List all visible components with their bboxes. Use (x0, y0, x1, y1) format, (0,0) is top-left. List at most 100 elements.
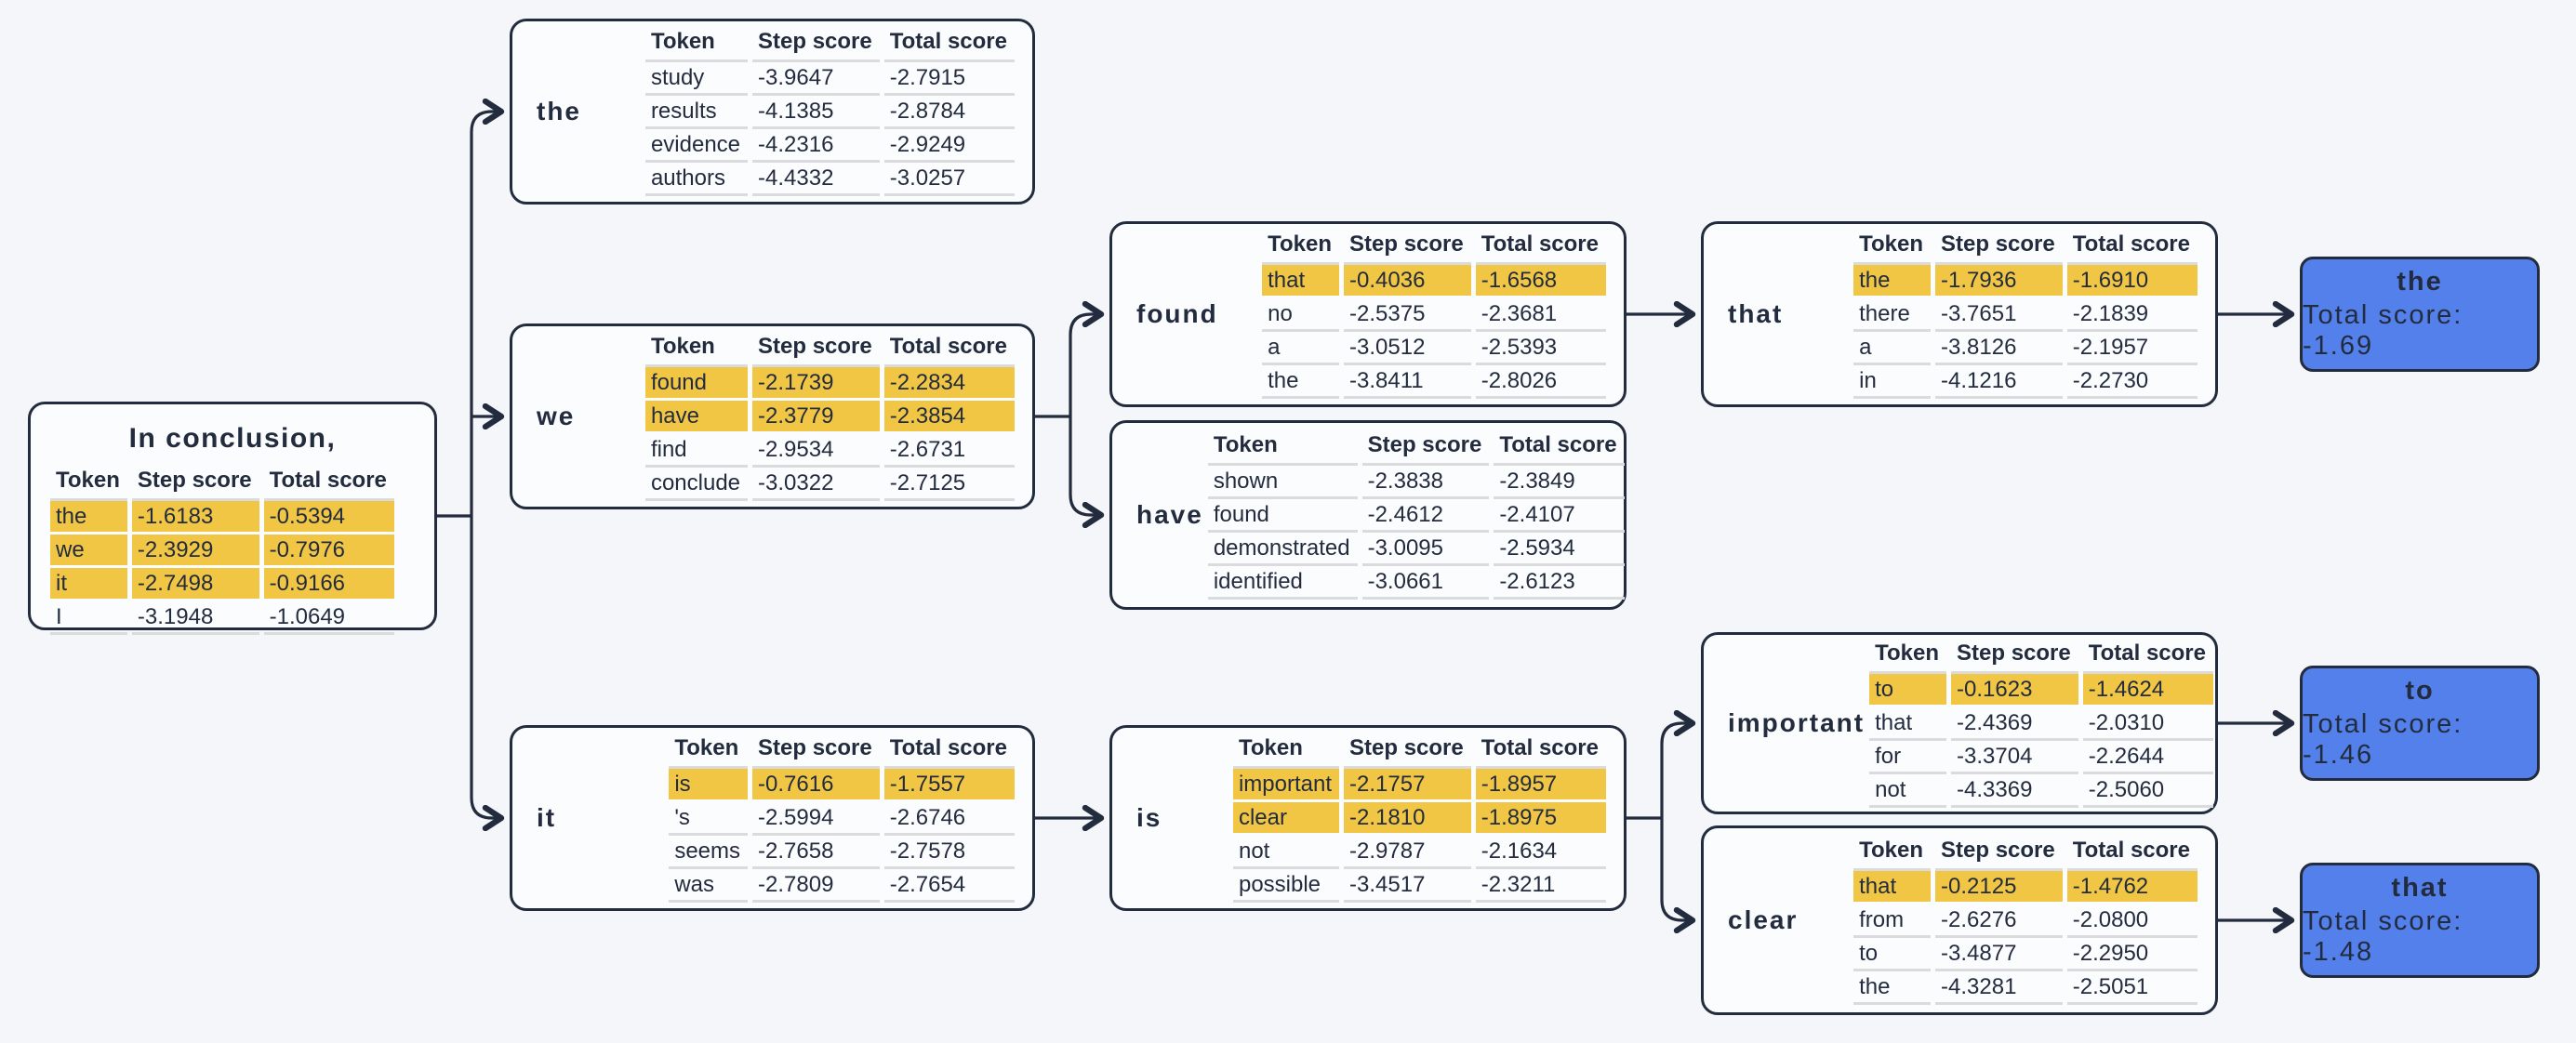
root-prompt: In conclusion, (128, 423, 337, 454)
beam-node-we[interactable]: we Token Step score Total score found -2.173… (510, 323, 1035, 509)
node-token-label: found (1136, 299, 1218, 328)
column-header: Token (644, 27, 749, 62)
node-token-label: have (1136, 500, 1203, 529)
candidate-row: find -2.9534 -2.6731 (644, 434, 1015, 468)
column-header: Step score (1935, 836, 2063, 871)
candidate-row: from -2.6276 -2.0800 (1853, 904, 2198, 938)
token-cell: the (50, 501, 127, 535)
node-token-label: clear (1728, 905, 1799, 934)
total-score-cell: -2.7654 (883, 869, 1015, 903)
token-cell: conclude (644, 468, 749, 501)
candidate-row: for -3.3704 -2.2644 (1869, 741, 2213, 774)
beam-node-found[interactable]: found Token Step score Total score that -0.4… (1109, 221, 1627, 407)
beam-node-clear[interactable]: clear Token Step score Total score that -0.2… (1701, 825, 2218, 1015)
total-score-cell: -2.2644 (2082, 741, 2213, 774)
step-score-cell: -2.7809 (752, 869, 880, 903)
node-token-label: we (537, 402, 576, 430)
step-score-cell: -3.1948 (131, 601, 259, 635)
candidate-row: to -0.1623 -1.4624 (1869, 674, 2213, 707)
step-score-cell: -2.1739 (752, 367, 880, 401)
candidates-table: Token Step score Total score the -1.6183 -0.5… (46, 466, 399, 635)
step-score-cell: -2.1810 (1344, 802, 1471, 836)
column-header: Step score (131, 466, 259, 501)
step-score-cell: -3.0512 (1344, 332, 1471, 365)
candidate-row: a -3.8126 -2.1957 (1853, 332, 2198, 365)
column-header: Token (644, 332, 749, 367)
candidate-row: identified -3.0661 -2.6123 (1207, 566, 1625, 600)
total-score-cell: -2.5060 (2082, 774, 2213, 808)
beam-node-is[interactable]: is Token Step score Total score important -2… (1109, 725, 1627, 911)
total-score-cell: -2.1839 (2066, 298, 2198, 332)
token-cell: that (1853, 871, 1932, 904)
connector-edge (470, 112, 500, 516)
connector-edge (1660, 818, 1692, 920)
token-cell: it (50, 568, 127, 601)
beam-node-have[interactable]: have Token Step score Total score shown -2.3… (1109, 420, 1627, 610)
total-score-cell: -2.5934 (1494, 533, 1625, 566)
token-cell: for (1869, 741, 1947, 774)
beam-node-that[interactable]: that Token Step score Total score the -1.793… (1701, 221, 2218, 407)
table-header-row: Token Step score Total score (644, 27, 1015, 62)
column-header: Step score (1344, 230, 1471, 265)
candidate-row: I -3.1948 -1.0649 (50, 601, 394, 635)
step-score-cell: -2.5375 (1344, 298, 1471, 332)
candidate-row: study -3.9647 -2.7915 (644, 62, 1015, 96)
total-score-cell: -2.1957 (2066, 332, 2198, 365)
table-header-row: Token Step score Total score (1207, 430, 1625, 466)
total-score-cell: -2.2834 (883, 367, 1015, 401)
total-score-cell: -2.7578 (883, 836, 1015, 869)
terminal-node-to[interactable]: to Total score: -1.46 (2300, 666, 2540, 781)
terminal-total-score: Total score: -1.69 (2303, 300, 2463, 361)
root-node[interactable]: In conclusion, Token Step score Total scor… (28, 402, 437, 635)
terminal-node-that[interactable]: that Total score: -1.48 (2300, 863, 2540, 978)
candidate-row: in -4.1216 -2.2730 (1853, 365, 2198, 399)
total-score-cell: -2.1634 (1475, 836, 1606, 869)
token-cell: we (50, 535, 127, 568)
total-score-cell: -2.6731 (883, 434, 1015, 468)
node-token-label: that (1728, 299, 1784, 328)
token-cell: the (1853, 971, 1932, 1005)
candidates-table: Token Step score Total score shown -2.3838 -2… (1203, 430, 1629, 600)
beam-node-it[interactable]: it Token Step score Total score is -0.7616 -1… (510, 725, 1035, 911)
terminal-node-the[interactable]: the Total score: -1.69 (2300, 257, 2540, 372)
candidate-row: to -3.4877 -2.2950 (1853, 938, 2198, 971)
step-score-cell: -3.0095 (1361, 533, 1490, 566)
step-score-cell: -3.0661 (1361, 566, 1490, 600)
candidates-table: Token Step score Total score is -0.7616 -1.75… (664, 733, 1019, 903)
total-score-cell: -2.4107 (1494, 499, 1625, 533)
candidate-row: shown -2.3838 -2.3849 (1207, 466, 1625, 499)
total-score-cell: -2.0310 (2082, 707, 2213, 741)
column-header: Total score (2066, 836, 2198, 871)
connector-edge (1069, 416, 1100, 515)
step-score-cell: -3.3704 (1951, 741, 2078, 774)
candidate-row: that -0.2125 -1.4762 (1853, 871, 2198, 904)
step-score-cell: -4.2316 (752, 129, 880, 163)
column-header: Token (1232, 733, 1340, 769)
step-score-cell: -3.8411 (1344, 365, 1471, 399)
token-cell: from (1853, 904, 1932, 938)
step-score-cell: -0.1623 (1951, 674, 2078, 707)
step-score-cell: -4.1385 (752, 96, 880, 129)
step-score-cell: -2.6276 (1935, 904, 2063, 938)
token-cell: there (1853, 298, 1932, 332)
table-header-row: Token Step score Total score (1853, 836, 2198, 871)
total-score-cell: -1.4624 (2082, 674, 2213, 707)
column-header: Step score (1935, 230, 2063, 265)
total-score-cell: -2.6123 (1494, 566, 1625, 600)
candidate-row: clear -2.1810 -1.8975 (1232, 802, 1606, 836)
total-score-cell: -2.3211 (1475, 869, 1606, 903)
beam-node-important[interactable]: important Token Step score Total score to -0… (1701, 632, 2218, 814)
beam-node-the[interactable]: the Token Step score Total score study -3.96… (510, 19, 1035, 205)
token-cell: shown (1207, 466, 1358, 499)
token-cell: the (1262, 365, 1340, 399)
column-header: Token (1207, 430, 1358, 466)
token-cell: no (1262, 298, 1340, 332)
connector-edge (470, 516, 500, 818)
column-header: Token (1853, 836, 1932, 871)
candidate-row: was -2.7809 -2.7654 (669, 869, 1015, 903)
total-score-cell: -2.9249 (883, 129, 1015, 163)
token-cell: demonstrated (1207, 533, 1358, 566)
token-cell: was (669, 869, 749, 903)
table-header-row: Token Step score Total score (1869, 639, 2213, 674)
